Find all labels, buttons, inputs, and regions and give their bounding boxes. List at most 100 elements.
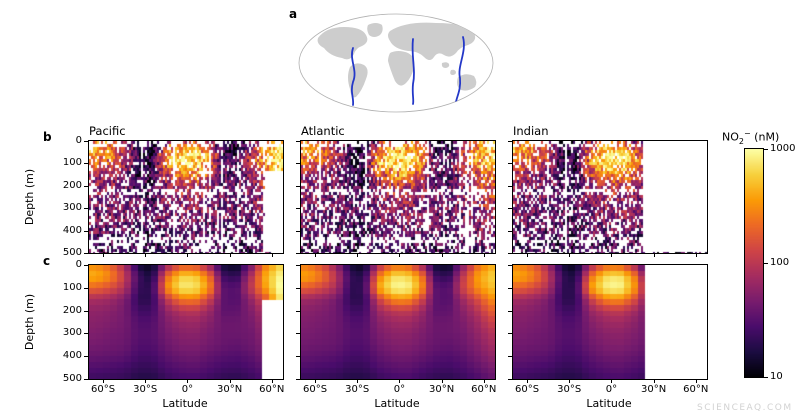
landmass-south-america (348, 63, 368, 98)
y-tick-label: 100 (62, 157, 82, 169)
y-tick-label: 0 (75, 259, 82, 270)
y-tick-label: 400 (62, 224, 82, 236)
landmass-north-america (317, 27, 368, 60)
landmass-eurasia (388, 22, 476, 60)
y-axis-label-row-b: Depth (m) (23, 168, 36, 226)
y-tick-label: 200 (62, 304, 82, 316)
y-axis-tick (296, 379, 300, 380)
x-axis-tick (187, 380, 189, 383)
section-b-pacific-heatmap (88, 140, 284, 254)
x-axis-tick (441, 380, 443, 383)
x-tick-label: 0° (181, 384, 194, 395)
y-axis-tick (508, 253, 512, 254)
y-tick-label: 400 (62, 350, 82, 362)
y-axis-tick (84, 208, 88, 210)
y-axis-tick (508, 287, 512, 289)
y-axis-tick (508, 163, 512, 165)
world-map (298, 13, 494, 113)
x-axis-tick (527, 380, 529, 383)
y-axis-tick (296, 141, 300, 142)
y-tick-label: 300 (62, 327, 82, 339)
landmass-island-2 (450, 69, 456, 75)
map-landmasses (317, 22, 477, 98)
y-axis-tick (508, 310, 512, 312)
x-axis-label-atlantic: Latitude (374, 397, 420, 410)
colorbar-tick (764, 263, 768, 264)
section-c-atlantic-heatmap (300, 264, 496, 380)
x-tick-label: 60°N (471, 384, 497, 395)
x-axis-tick (399, 254, 401, 257)
y-axis-label-row-c: Depth (m) (23, 293, 36, 351)
section-b-atlantic-heatmap (300, 140, 496, 254)
x-tick-label: 30°N (640, 384, 667, 395)
x-axis-tick (229, 254, 231, 257)
transect-line-indian (455, 36, 465, 103)
x-tick-label: 0° (605, 384, 618, 395)
x-tick-label: 30°S (345, 384, 370, 395)
x-tick-label: 30°N (428, 384, 455, 395)
x-tick-label: 60°S (515, 384, 540, 395)
x-axis-label-pacific: Latitude (162, 397, 208, 410)
x-axis-label-indian: Latitude (586, 397, 632, 410)
x-axis-tick (271, 254, 273, 257)
section-c-indian-heatmap (512, 264, 708, 380)
x-tick-label: 30°S (557, 384, 582, 395)
y-axis-tick (508, 379, 512, 380)
landmass-africa (388, 51, 415, 86)
y-axis-tick (84, 185, 88, 187)
x-axis-tick (315, 254, 317, 257)
x-axis-tick (569, 380, 571, 383)
x-axis-tick (145, 380, 147, 383)
x-axis-tick (271, 380, 273, 383)
colorbar-tick-label: 100 (770, 257, 790, 268)
transect-line-atlantic (411, 38, 415, 105)
y-axis-tick (296, 163, 300, 165)
y-axis-tick (296, 230, 300, 232)
y-axis-tick (508, 141, 512, 142)
y-axis-tick (508, 265, 512, 266)
colorbar-tick-label: 10 (770, 371, 783, 382)
y-axis-tick (296, 287, 300, 289)
x-axis-tick (569, 254, 571, 257)
y-axis-tick (508, 356, 512, 358)
x-axis-tick (441, 254, 443, 257)
x-axis-tick (103, 254, 105, 257)
x-axis-tick (399, 380, 401, 383)
x-axis-tick (611, 254, 613, 257)
x-axis-tick (653, 380, 655, 383)
x-axis-tick (483, 254, 485, 257)
landmass-greenland (367, 23, 383, 37)
section-b-indian-heatmap (512, 140, 708, 254)
x-tick-label: 30°S (133, 384, 158, 395)
x-axis-tick (357, 380, 359, 383)
x-tick-label: 60°S (303, 384, 328, 395)
x-tick-label: 0° (393, 384, 406, 395)
y-axis-tick (84, 287, 88, 289)
y-axis-tick (508, 230, 512, 232)
watermark: SCIENCEAQ.COM (697, 403, 793, 413)
y-axis-tick (296, 185, 300, 187)
x-tick-label: 30°N (216, 384, 243, 395)
x-axis-tick (357, 254, 359, 257)
x-axis-tick (187, 254, 189, 257)
x-axis-tick (145, 254, 147, 257)
y-tick-label: 500 (62, 247, 82, 258)
x-axis-tick (483, 380, 485, 383)
y-tick-label: 100 (62, 281, 82, 293)
colorbar-label: NO2− (nM) (722, 128, 779, 148)
colorbar-unit: (nM) (750, 130, 780, 144)
panel-c-label: c (43, 254, 51, 268)
y-axis-tick (296, 333, 300, 335)
y-axis-tick (296, 208, 300, 210)
y-axis-tick (296, 356, 300, 358)
x-axis-tick (315, 380, 317, 383)
y-axis-tick (508, 208, 512, 210)
y-tick-label: 0 (75, 135, 82, 146)
panel-a-label: a (289, 7, 298, 21)
x-axis-tick (527, 254, 529, 257)
colorbar-formula-sup: − (743, 129, 751, 138)
colorbar-tick (764, 377, 768, 378)
section-title-atlantic: Atlantic (301, 124, 345, 138)
colorbar-formula-sub: 2 (738, 136, 744, 146)
y-axis-tick (508, 333, 512, 335)
